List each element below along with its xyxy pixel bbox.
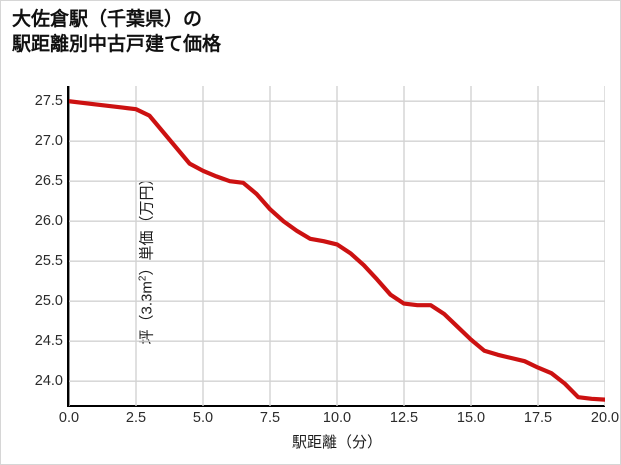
x-tick-label: 15.0 — [456, 410, 486, 426]
data-series-group — [69, 99, 605, 402]
grid-lines — [69, 86, 605, 406]
chart-canvas — [69, 86, 605, 406]
y-tick-label: 26.0 — [34, 213, 63, 230]
y-tick-label: 25.0 — [34, 293, 63, 310]
x-tick-label: 10.0 — [322, 410, 352, 426]
x-tick-label: 20.0 — [590, 410, 620, 426]
y-axis-spine — [67, 86, 70, 407]
x-tick-label: 5.0 — [192, 410, 214, 426]
x-axis-spine — [67, 404, 605, 407]
x-tick-label: 12.5 — [389, 410, 419, 426]
chart-title: 大佐倉駅（千葉県）の 駅距離別中古戸建て価格 — [12, 9, 222, 56]
plot-area — [69, 86, 605, 406]
x-tick-label: 2.5 — [125, 410, 147, 426]
y-tick-label: 26.5 — [34, 173, 63, 190]
x-tick-label: 17.5 — [523, 410, 553, 426]
data-line — [69, 99, 605, 402]
y-tick-label: 24.0 — [34, 373, 63, 390]
y-tick-label: 27.5 — [34, 93, 63, 110]
x-tick-label: 7.5 — [259, 410, 281, 426]
x-axis-label: 駅距離（分） — [291, 434, 382, 451]
y-tick-label: 27.0 — [34, 133, 63, 150]
y-tick-label: 25.5 — [34, 253, 63, 270]
y-tick-label: 24.5 — [34, 333, 63, 350]
x-tick-label: 0.0 — [58, 410, 80, 426]
